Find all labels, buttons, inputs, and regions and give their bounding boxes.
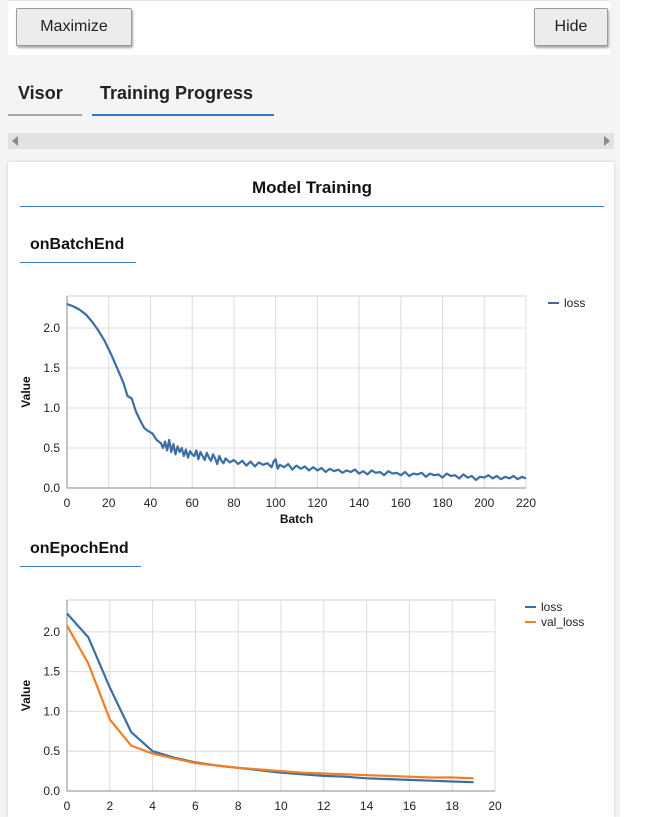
x-tick-label: 18: [446, 799, 460, 813]
x-tick-label: 16: [403, 799, 417, 813]
x-tick-label: 140: [349, 496, 369, 510]
x-tick-label: 12: [317, 799, 331, 813]
x-tick-label: 20: [102, 496, 116, 510]
section-title-epoch: onEpochEnd: [20, 540, 141, 567]
legend-label-val_loss: val_loss: [541, 615, 584, 629]
tab-training-progress[interactable]: Training Progress: [92, 78, 274, 116]
y-tick-label: 1.0: [43, 704, 60, 718]
y-tick-label: 0.5: [43, 441, 60, 455]
x-tick-label: 0: [64, 496, 71, 510]
series-line-val_loss: [66, 624, 474, 780]
maximize-button[interactable]: Maximize: [16, 8, 132, 46]
x-tick-label: 4: [149, 799, 156, 813]
y-axis-label: Value: [19, 376, 33, 408]
scroll-left-icon[interactable]: [12, 136, 18, 146]
x-tick-label: 60: [186, 496, 200, 510]
x-tick-label: 80: [227, 496, 241, 510]
y-tick-label: 0.0: [43, 481, 60, 495]
tab-visor[interactable]: Visor: [8, 78, 82, 116]
x-tick-label: 20: [488, 799, 502, 813]
legend-label-loss: loss: [564, 296, 585, 310]
visor-window: Maximize Hide Visor Training Progress Mo…: [0, 0, 620, 817]
horizontal-scrollbar[interactable]: [8, 133, 614, 149]
x-tick-label: 2: [106, 799, 113, 813]
y-tick-label: 1.5: [43, 665, 60, 679]
x-tick-label: 180: [433, 496, 453, 510]
x-tick-label: 10: [274, 799, 288, 813]
y-tick-label: 0.0: [43, 784, 60, 798]
visor-toolbar: Maximize Hide: [8, 0, 610, 55]
hide-button[interactable]: Hide: [534, 8, 608, 46]
y-tick-label: 2.0: [43, 321, 60, 335]
x-tick-label: 40: [144, 496, 158, 510]
y-tick-label: 1.0: [43, 401, 60, 415]
legend-label-loss: loss: [541, 600, 562, 614]
y-tick-label: 0.5: [43, 744, 60, 758]
x-tick-label: 100: [266, 496, 286, 510]
x-axis-label: Batch: [280, 512, 313, 526]
epoch-loss-chart: 0 2 4 6 8 10 12 14 16 18 20 0.0 0.5 1.0 1.5 2.0 Value los…: [19, 599, 584, 813]
x-tick-label: 6: [192, 799, 199, 813]
series-line-loss: [66, 302, 527, 482]
y-tick-label: 2.0: [43, 625, 60, 639]
x-tick-label: 200: [474, 496, 494, 510]
series-line-loss: [66, 612, 474, 784]
panel-title: Model Training: [20, 178, 604, 207]
batch-loss-chart: 0 20 40 60 80 100 120 140 160 180 200 220 0.0 0.5 1.0 1…: [19, 295, 585, 526]
x-tick-label: 14: [360, 799, 374, 813]
x-tick-label: 120: [307, 496, 327, 510]
x-tick-label: 220: [516, 496, 536, 510]
training-panel: Model Training onBatchEnd onEpochEnd 0 20…: [8, 162, 614, 817]
y-axis-label: Value: [19, 680, 33, 712]
x-tick-label: 0: [64, 799, 71, 813]
y-tick-label: 1.5: [43, 361, 60, 375]
scroll-right-icon[interactable]: [604, 136, 610, 146]
x-tick-label: 8: [235, 799, 242, 813]
section-title-batch: onBatchEnd: [20, 236, 136, 263]
x-tick-label: 160: [391, 496, 411, 510]
